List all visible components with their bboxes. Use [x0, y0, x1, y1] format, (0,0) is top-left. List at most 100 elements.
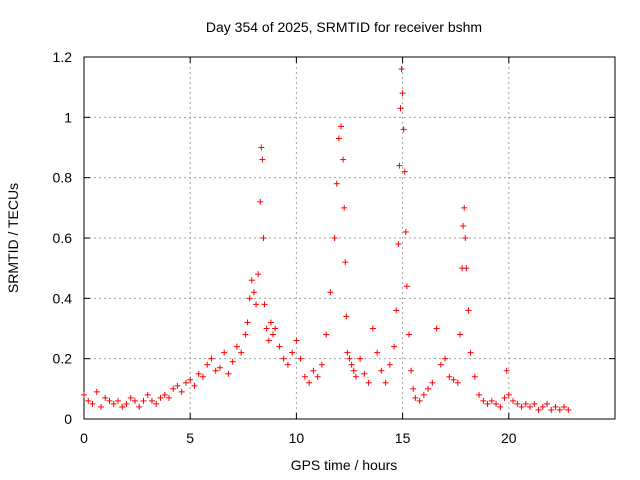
- data-point: [199, 373, 206, 380]
- data-point: [187, 376, 194, 383]
- data-point: [280, 355, 287, 362]
- data-point: [539, 403, 546, 410]
- data-point: [297, 355, 304, 362]
- data-point: [310, 367, 317, 374]
- data-point: [114, 397, 121, 404]
- data-point: [119, 403, 126, 410]
- data-point: [153, 400, 160, 407]
- data-point: [265, 337, 272, 344]
- data-point: [471, 373, 478, 380]
- data-point: [144, 391, 151, 398]
- data-point: [253, 301, 260, 308]
- data-point: [361, 370, 368, 377]
- data-point: [399, 90, 406, 97]
- data-point: [148, 397, 155, 404]
- data-point: [261, 301, 268, 308]
- data-point: [260, 235, 267, 241]
- data-point: [369, 325, 376, 332]
- data-point: [318, 361, 325, 368]
- data-point: [123, 400, 130, 407]
- data-point: [503, 367, 510, 374]
- data-point: [365, 379, 372, 386]
- data-point: [522, 400, 529, 407]
- data-point: [467, 349, 474, 356]
- data-point: [501, 394, 508, 401]
- data-point: [343, 313, 350, 320]
- data-point: [338, 123, 345, 130]
- data-point: [208, 355, 215, 362]
- x-axis-label: GPS time / hours: [291, 457, 398, 473]
- data-point: [248, 277, 255, 284]
- data-point: [89, 400, 96, 407]
- data-point: [561, 403, 568, 410]
- y-tick-label: 0.2: [53, 351, 73, 367]
- data-point: [442, 355, 449, 362]
- data-point: [535, 406, 542, 413]
- data-point: [348, 361, 355, 368]
- data-point: [378, 367, 385, 374]
- data-point: [136, 403, 143, 410]
- data-point: [556, 406, 563, 413]
- data-point: [102, 394, 109, 401]
- data-point: [425, 385, 432, 392]
- data-point: [382, 379, 389, 386]
- data-point: [323, 331, 330, 338]
- data-point: [250, 289, 257, 296]
- data-point: [393, 307, 400, 314]
- data-point: [258, 144, 265, 151]
- data-point: [327, 289, 334, 296]
- data-point: [437, 361, 444, 368]
- data-point: [476, 391, 483, 398]
- data-point: [182, 379, 189, 386]
- data-point: [395, 241, 402, 248]
- data-point: [400, 126, 407, 133]
- data-point: [341, 204, 348, 211]
- data-point: [357, 355, 364, 362]
- data-point: [465, 307, 472, 314]
- data-point: [140, 397, 147, 404]
- data-point: [463, 265, 470, 272]
- data-point: [398, 66, 405, 73]
- x-axis: 0 5 10 15 20: [80, 57, 517, 446]
- data-point: [429, 379, 436, 386]
- data-point: [412, 394, 419, 401]
- data-point: [238, 349, 245, 356]
- x-tick-label: 10: [289, 430, 305, 446]
- data-point: [191, 382, 198, 389]
- data-point: [81, 391, 87, 398]
- data-point: [493, 400, 500, 407]
- data-point: [161, 391, 168, 398]
- y-axis: 0 0.2 0.4 0.6 0.8 1 1.2: [53, 49, 615, 427]
- data-point: [259, 156, 266, 163]
- data-point: [242, 331, 249, 338]
- x-tick-label: 15: [395, 430, 411, 446]
- data-point: [204, 361, 211, 368]
- data-point: [267, 319, 274, 326]
- y-tick-label: 1.2: [53, 49, 73, 65]
- data-point: [127, 394, 134, 401]
- data-point: [221, 349, 228, 356]
- data-point: [333, 180, 340, 187]
- data-point: [340, 156, 347, 163]
- data-point: [391, 343, 398, 350]
- data-point: [255, 271, 262, 278]
- y-tick-label: 0.8: [53, 170, 73, 186]
- data-point: [276, 343, 283, 350]
- data-point: [284, 361, 291, 368]
- data-point: [263, 325, 270, 332]
- data-point: [233, 343, 240, 350]
- data-point: [514, 400, 521, 407]
- data-point: [350, 367, 357, 374]
- data-point: [531, 400, 538, 407]
- data-point: [410, 385, 417, 392]
- data-point: [246, 295, 253, 302]
- data-point: [314, 373, 321, 380]
- data-point: [85, 397, 92, 404]
- y-tick-label: 1: [64, 109, 72, 125]
- data-point: [488, 397, 495, 404]
- data-point: [335, 135, 342, 142]
- data-point: [289, 349, 296, 356]
- data-point: [212, 367, 219, 374]
- data-point: [405, 331, 412, 338]
